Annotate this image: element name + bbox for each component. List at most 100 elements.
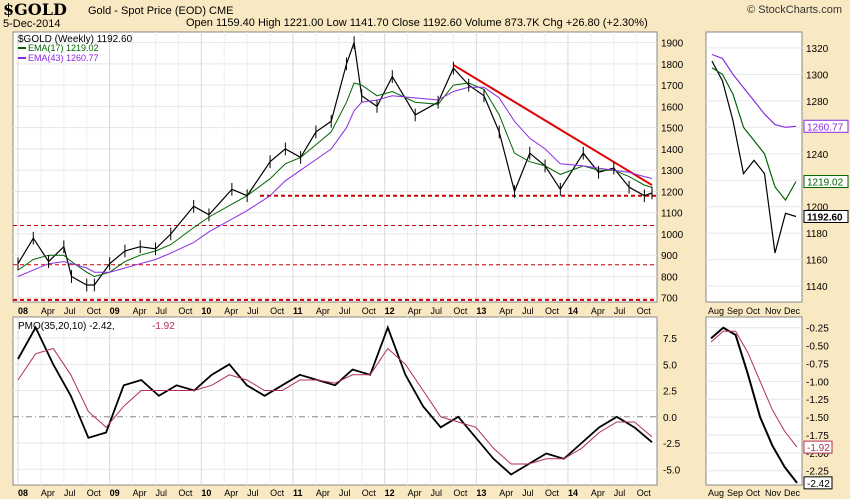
pmo-x-tick-label: 13: [476, 488, 486, 498]
ema17-series-line: [17, 82, 653, 278]
price-x-tick-label: Oct: [87, 306, 102, 316]
pmo-tick-label: -5.0: [663, 465, 681, 476]
price-x-tick-label: Apr: [41, 306, 55, 316]
brand-label[interactable]: © StockCharts.com: [747, 4, 842, 16]
pzoom-signal-line: [710, 330, 798, 448]
pzoom-tick-label: -1.25: [806, 395, 829, 406]
price-x-tick-label: Apr: [408, 306, 422, 316]
pzoom-x-tick-label: Nov: [765, 488, 782, 498]
pzoom-x-tick-label: Aug: [708, 488, 724, 498]
price-x-tick-label: Apr: [133, 306, 147, 316]
zoom-tick-label: 1240: [806, 150, 829, 161]
price-tick-label: 1400: [661, 145, 684, 156]
price-x-tick-label: 09: [110, 306, 120, 316]
resistance-trendline: [452, 64, 653, 186]
pmo-series-line: [17, 324, 653, 476]
price-x-tick-label: 10: [201, 306, 211, 316]
price-x-tick-label: 11: [293, 306, 303, 316]
price-x-tick-label: Apr: [224, 306, 238, 316]
pmo-x-tick-label: 10: [201, 488, 211, 498]
pmo-x-tick-label: Oct: [87, 488, 102, 498]
price-x-tick-label: 12: [385, 306, 395, 316]
pmo-x-tick-label: Apr: [316, 488, 330, 498]
price-x-tick-label: Jul: [64, 306, 76, 316]
pmo-x-tick-label: Oct: [362, 488, 377, 498]
price-tick-label: 1700: [661, 81, 684, 92]
chart-subtitle: Gold - Spot Price (EOD) CME: [88, 5, 234, 17]
price-tick-label: 1300: [661, 166, 684, 177]
zoom-pmo-panel: [705, 316, 803, 486]
price-x-tick-label: 14: [568, 306, 578, 316]
pzoom-tick-label: -1.50: [806, 413, 829, 424]
ema43-series-line: [17, 86, 653, 277]
pzoom-value-label: -1.92: [807, 443, 830, 454]
zoom-tick-label: 1320: [806, 44, 829, 55]
pmo-tick-label: 5.0: [663, 360, 677, 371]
legend-pmo-signal: -1.92: [152, 321, 175, 332]
legend-ema17: EMA(17) 1219.02: [28, 43, 99, 53]
pzoom-tick-label: -0.75: [806, 359, 829, 370]
price-x-tick-label: Jul: [339, 306, 351, 316]
zoom-x-tick-label: Nov: [765, 306, 782, 316]
price-series-line: [17, 42, 653, 286]
pmo-tick-label: -2.5: [663, 439, 681, 450]
zoom-x-tick-label: Dec: [784, 306, 801, 316]
legend-ema43: EMA(43) 1260.77: [28, 53, 99, 63]
price-x-tick-label: 13: [476, 306, 486, 316]
pmo-x-tick-label: Jul: [614, 488, 626, 498]
price-tick-label: 700: [661, 294, 678, 305]
pzoom-x-tick-label: Sep: [727, 488, 743, 498]
pmo-x-tick-label: Jul: [155, 488, 167, 498]
pzoom-x-tick-label: Oct: [746, 488, 761, 498]
pmo-tick-label: 2.5: [663, 387, 677, 398]
pzoom-tick-label: -1.75: [806, 431, 829, 442]
price-x-tick-label: Oct: [637, 306, 652, 316]
price-x-tick-label: Jul: [155, 306, 167, 316]
price-x-tick-label: Apr: [316, 306, 330, 316]
zoom-ema17-series-line: [711, 67, 797, 202]
price-x-tick-label: Oct: [453, 306, 468, 316]
pmo-x-tick-label: Oct: [545, 488, 560, 498]
zoom-x-tick-label: Oct: [746, 306, 761, 316]
pmo-x-tick-label: 14: [568, 488, 578, 498]
pzoom-x-tick-label: Dec: [784, 488, 801, 498]
price-x-tick-label: Oct: [545, 306, 560, 316]
zoom-tick-label: 1160: [806, 256, 828, 267]
pzoom-tick-label: -2.25: [806, 467, 829, 478]
pmo-x-tick-label: Oct: [637, 488, 652, 498]
pmo-x-tick-label: Apr: [499, 488, 513, 498]
pmo-x-tick-label: Jul: [339, 488, 351, 498]
zoom-tick-label: 1280: [806, 97, 829, 108]
zoom-value-label: 1219.02: [807, 178, 844, 189]
zoom-value-label: 1260.77: [807, 122, 844, 133]
zoom-tick-label: 1180: [806, 229, 828, 240]
zoom-tick-label: 1200: [806, 203, 829, 214]
zoom-value-box: [803, 119, 849, 133]
main-price-panel: [12, 31, 658, 303]
price-x-tick-label: Apr: [499, 306, 513, 316]
pzoom-tick-label: -0.25: [806, 324, 829, 335]
pzoom-tick-label: -1.00: [806, 377, 829, 388]
legend-pmo: PMO(35,20,10) -2.42,: [18, 321, 115, 332]
zoom-value-box: [803, 175, 849, 189]
zoom-ema43-series-line: [711, 53, 797, 128]
price-tick-label: 1800: [661, 60, 684, 71]
pmo-x-tick-label: 09: [110, 488, 120, 498]
pmo-x-tick-label: 08: [18, 488, 28, 498]
pmo-x-tick-label: 11: [293, 488, 303, 498]
pzoom-value-box: [803, 440, 833, 454]
pzoom-value-box: [803, 476, 833, 490]
price-x-tick-label: 08: [18, 306, 28, 316]
pmo-x-tick-label: Jul: [522, 488, 534, 498]
price-tick-label: 1900: [661, 39, 684, 50]
pmo-tick-label: 0.0: [663, 413, 677, 424]
zoom-price-series-line: [711, 60, 797, 254]
pzoom-tick-label: -2.00: [806, 449, 829, 460]
zoom-value-box: [803, 210, 849, 223]
pmo-x-tick-label: Oct: [453, 488, 468, 498]
zoom-tick-label: 1300: [806, 70, 829, 81]
price-x-tick-label: Apr: [591, 306, 605, 316]
price-tick-label: 1100: [661, 209, 683, 220]
pmo-x-tick-label: Oct: [270, 488, 285, 498]
